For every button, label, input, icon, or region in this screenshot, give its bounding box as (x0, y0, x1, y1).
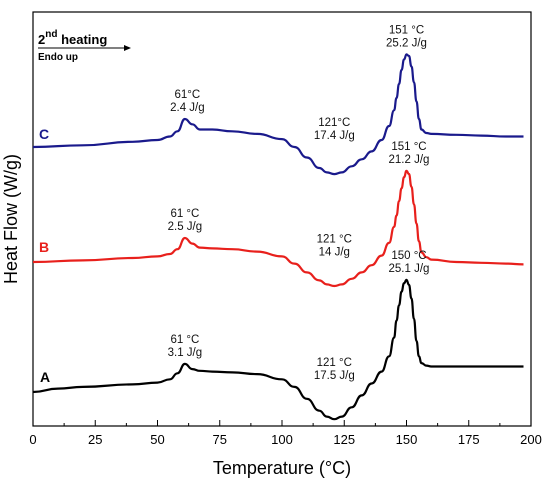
peak-annotation: 121 °C17.5 J/g (314, 357, 355, 382)
x-tick-label: 200 (520, 432, 542, 447)
peak-annotation: 61°C2.4 J/g (170, 89, 205, 114)
annotation-line: 121 °C (317, 234, 352, 246)
peak-annotation: 151 °C21.2 J/g (389, 141, 430, 166)
peak-annotation: 121 °C14 J/g (317, 234, 352, 259)
header-sub: Endo up (38, 52, 78, 63)
series-label-A: A (40, 369, 50, 385)
annotation-line: 25.1 J/g (389, 263, 430, 275)
x-tick-label: 150 (396, 432, 418, 447)
annotation-line: 2.4 J/g (170, 102, 205, 114)
peak-annotation: 121°C17.4 J/g (314, 117, 355, 142)
header-arrow-head-icon (124, 45, 131, 51)
annotation-line: 3.1 J/g (168, 347, 203, 359)
x-axis-label: Temperature (°C) (213, 458, 351, 478)
annotation-line: 14 J/g (319, 247, 350, 259)
annotation-line: 61°C (175, 89, 201, 101)
series-label-C: C (39, 126, 49, 142)
series-line-C (32, 53, 524, 176)
x-tick-label: 50 (150, 432, 164, 447)
series-line-A (32, 278, 524, 421)
x-tick-label: 175 (458, 432, 480, 447)
peak-annotation: 151 °C25.2 J/g (386, 24, 427, 49)
x-tick-label: 25 (88, 432, 102, 447)
annotation-line: 17.4 J/g (314, 130, 355, 142)
plot-frame (32, 11, 532, 427)
series-label-B: B (39, 239, 49, 255)
annotation-line: 151 °C (391, 141, 426, 153)
annotation-line: 61 °C (170, 208, 199, 220)
annotation-line: 2.5 J/g (168, 221, 203, 233)
annotation-line: 17.5 J/g (314, 370, 355, 382)
annotation-line: 25.2 J/g (386, 37, 427, 49)
x-ticks (32, 420, 532, 426)
series-labels: C B A (39, 126, 50, 385)
header-main: 2 (38, 32, 45, 47)
annotation-line: 61 °C (170, 334, 199, 346)
annotation-line: 150 °C (391, 250, 426, 262)
x-tick-labels: 0 25 50 75 100 125 150 175 200 (29, 432, 541, 447)
peak-annotation: 61 °C3.1 J/g (168, 334, 203, 359)
svg-text:2nd heating: 2nd heating (38, 29, 107, 47)
series-lines (32, 53, 524, 421)
x-tick-label: 75 (213, 432, 227, 447)
header-superscript: nd (45, 29, 57, 40)
header-rest: heating (57, 32, 107, 47)
series-line-B (32, 169, 524, 288)
annotation-line: 151 °C (389, 24, 424, 36)
x-tick-label: 0 (29, 432, 36, 447)
y-axis-label: Heat Flow (W/g) (1, 154, 21, 284)
peak-annotation: 150 °C25.1 J/g (389, 250, 430, 275)
annotation-line: 121 °C (317, 357, 352, 369)
heating-header: 2nd heating Endo up (38, 29, 131, 63)
peak-annotation: 61 °C2.5 J/g (168, 208, 203, 233)
x-tick-label: 125 (333, 432, 355, 447)
annotation-line: 21.2 J/g (389, 154, 430, 166)
annotation-line: 121°C (318, 117, 350, 129)
x-tick-label: 100 (271, 432, 293, 447)
